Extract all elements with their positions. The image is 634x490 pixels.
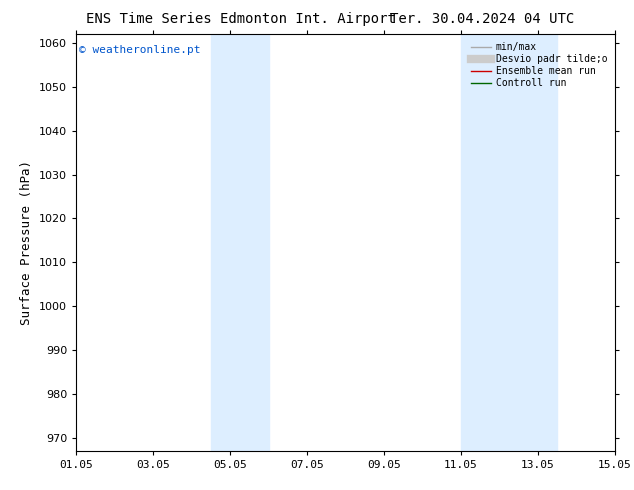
Text: Ter. 30.04.2024 04 UTC: Ter. 30.04.2024 04 UTC	[390, 12, 574, 26]
Bar	[210, 34, 269, 451]
Y-axis label: Surface Pressure (hPa): Surface Pressure (hPa)	[20, 160, 34, 325]
Text: ENS Time Series Edmonton Int. Airport: ENS Time Series Edmonton Int. Airport	[86, 12, 396, 26]
Text: © weatheronline.pt: © weatheronline.pt	[79, 45, 200, 55]
Legend: min/max, Desvio padr tilde;o, Ensemble mean run, Controll run: min/max, Desvio padr tilde;o, Ensemble m…	[469, 39, 610, 91]
Bar	[461, 34, 557, 451]
